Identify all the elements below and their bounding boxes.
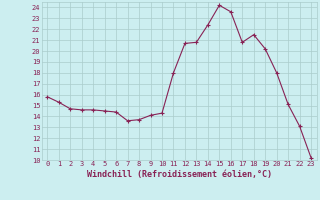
- X-axis label: Windchill (Refroidissement éolien,°C): Windchill (Refroidissement éolien,°C): [87, 170, 272, 179]
